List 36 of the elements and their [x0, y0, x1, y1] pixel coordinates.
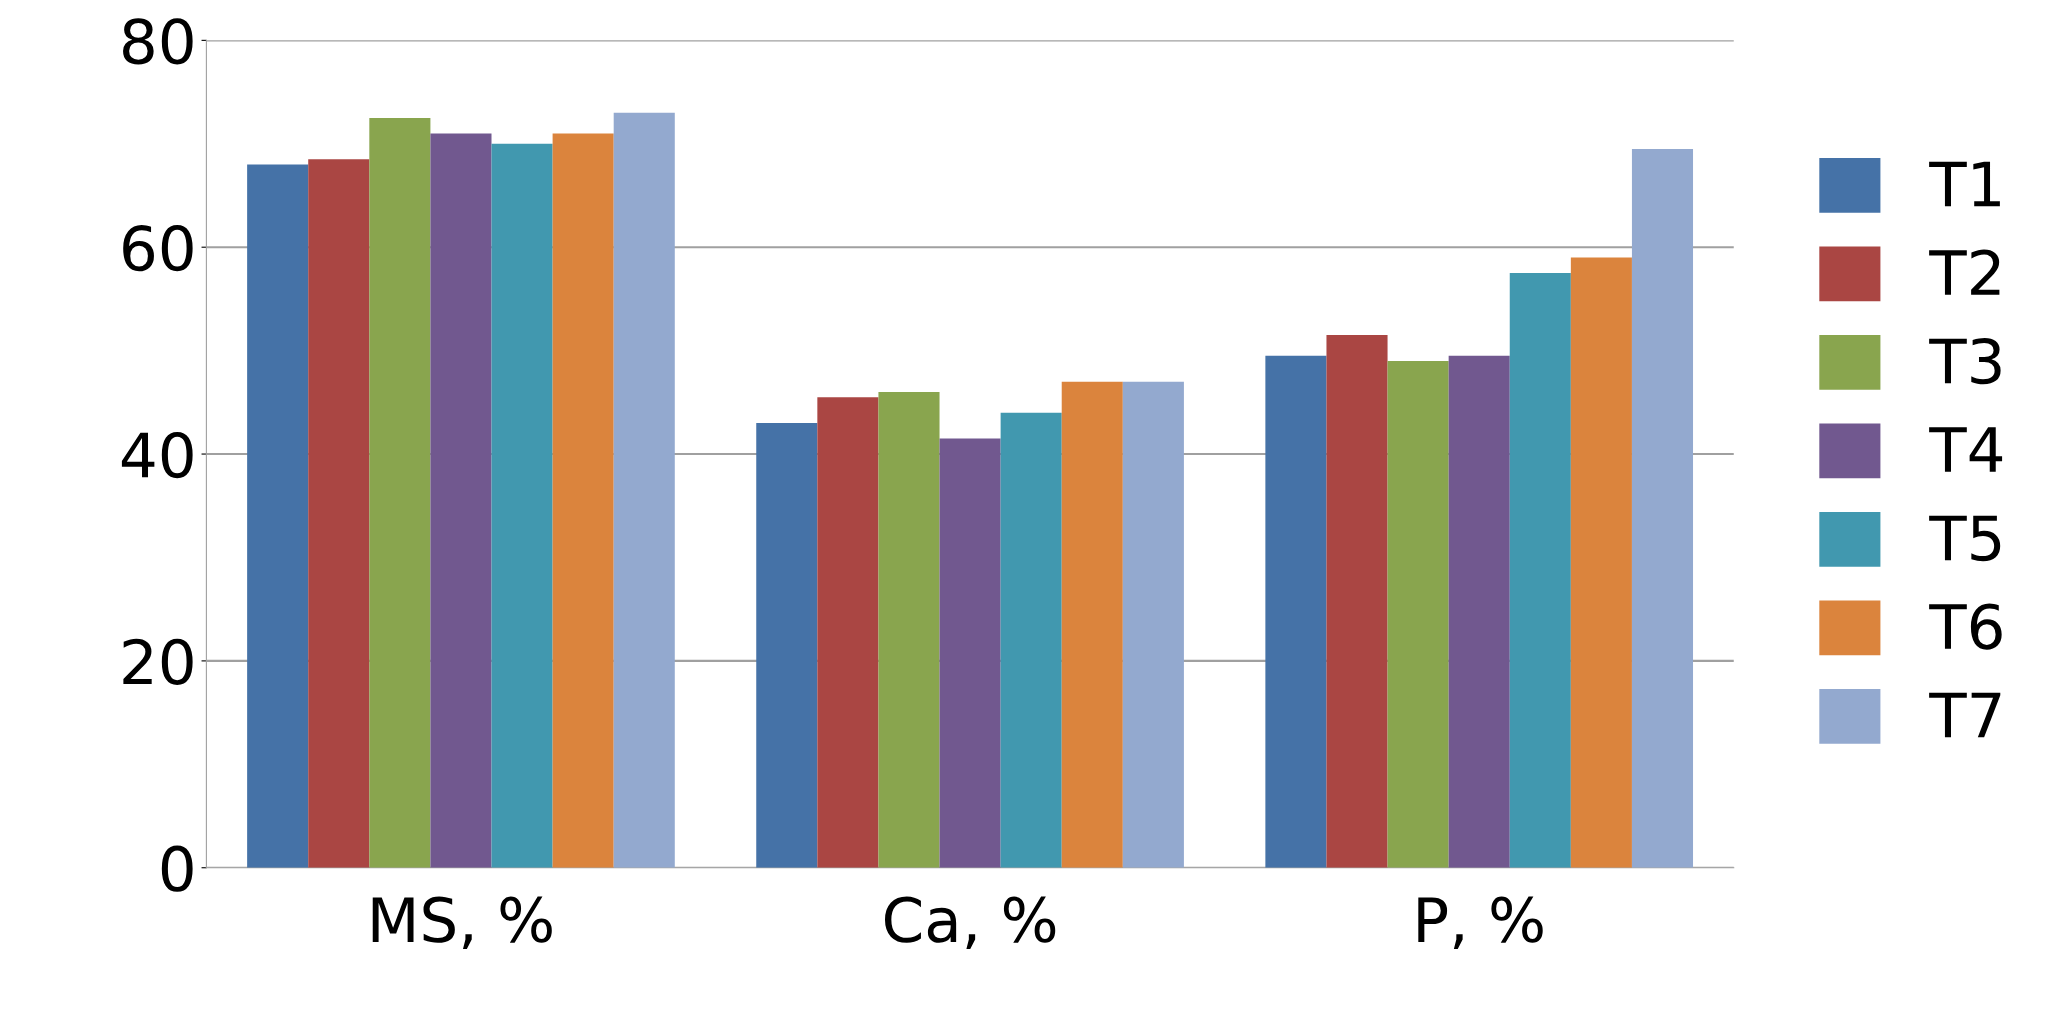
- bar: [1509, 273, 1571, 868]
- y-tick-label: 80: [123, 18, 193, 65]
- legend-label: T2: [1929, 249, 2000, 295]
- y-tick-label: 40: [121, 431, 193, 479]
- bar: [613, 112, 675, 868]
- bar: [1326, 335, 1388, 868]
- bar: [878, 392, 940, 868]
- legend-label: T4: [1929, 427, 2003, 472]
- bar: [430, 133, 492, 868]
- bar: [491, 143, 553, 868]
- bar: [939, 438, 1001, 868]
- bar: [369, 117, 431, 868]
- bar: [817, 397, 879, 868]
- y-tick-label: 60: [123, 225, 193, 272]
- bar: [1061, 381, 1123, 868]
- bar: [247, 164, 309, 868]
- bar: [1265, 355, 1327, 868]
- x-tick-label: MS, %: [372, 896, 552, 950]
- x-tick-label: Ca, %: [884, 896, 1056, 950]
- bar: [1570, 257, 1632, 868]
- legend-label: T3: [1929, 337, 2001, 385]
- bar: [1122, 381, 1184, 868]
- x-tick-label: P, %: [1418, 896, 1543, 950]
- legend-label: T5: [1929, 515, 2001, 562]
- bar: [1387, 360, 1449, 868]
- bar: [552, 133, 614, 868]
- bar: [1448, 355, 1510, 868]
- bar: [308, 159, 370, 868]
- bar: [756, 423, 818, 868]
- legend-label: T1: [1929, 161, 2000, 207]
- y-tick-label: 20: [123, 638, 193, 685]
- y-tick-label: 0: [161, 845, 193, 892]
- bar: [1631, 148, 1694, 868]
- legend-label: T6: [1929, 603, 2002, 650]
- bar: [1000, 412, 1062, 868]
- legend-label: T7: [1929, 692, 2001, 738]
